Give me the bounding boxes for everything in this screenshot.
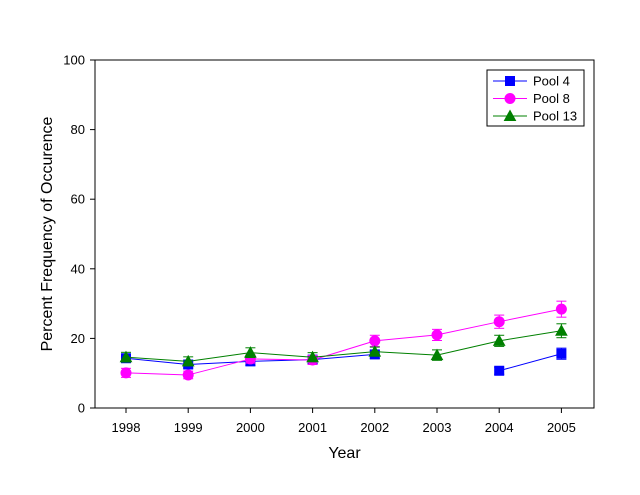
x-tick-label: 2004	[485, 420, 514, 435]
y-tick-label: 0	[78, 401, 85, 416]
data-point-pool-4	[494, 365, 505, 376]
series-line-pool-8	[188, 358, 251, 376]
x-tick-label: 2002	[360, 420, 389, 435]
series-line-pool-8	[374, 334, 438, 342]
series-line-pool-13	[312, 351, 375, 358]
x-axis: 1998 1999 2000 2001 2002 2003 2004 2005	[112, 408, 576, 435]
legend-marker-pool-8	[504, 93, 516, 104]
x-tick-label: 2003	[423, 420, 452, 435]
x-tick-label: 1999	[174, 420, 203, 435]
series-line-pool-4	[499, 353, 562, 372]
data-point-pool-8	[431, 329, 443, 341]
x-tick-label: 2005	[547, 420, 576, 435]
x-tick-label: 2000	[236, 420, 265, 435]
y-tick-label: 60	[71, 192, 85, 207]
series-line-pool-4	[312, 353, 375, 361]
series-line-pool-8	[250, 358, 313, 361]
data-point-pool-13	[244, 346, 257, 358]
y-tick-label: 80	[71, 122, 85, 137]
legend-label-pool-8: Pool 8	[533, 91, 570, 106]
legend-label-pool-13: Pool 13	[533, 109, 577, 124]
data-point-pool-13	[181, 354, 195, 367]
data-point-pool-13	[119, 350, 133, 363]
data-point-pool-8	[555, 303, 567, 315]
data-point-pool-8	[369, 335, 381, 347]
data-point-pool-13	[492, 334, 506, 346]
legend-marker-pool-13	[503, 109, 517, 121]
legend-label-pool-4: Pool 4	[533, 74, 570, 89]
x-tick-label: 1998	[112, 420, 141, 435]
series-line-pool-13	[374, 351, 438, 356]
series-line-pool-8	[499, 308, 562, 323]
series-line-pool-13	[250, 352, 313, 358]
series-line-pool-8	[312, 340, 375, 361]
legend-marker-pool-4	[505, 76, 515, 86]
data-point-pool-13	[306, 350, 319, 363]
data-point-pool-8	[182, 369, 194, 381]
series-line-pool-13	[125, 356, 189, 362]
y-axis: 0 20 40 60 80 100	[63, 53, 95, 416]
series-line-pool-13	[499, 330, 562, 342]
data-point-pool-13	[555, 324, 568, 336]
series-line-pool-13	[188, 352, 251, 362]
data-point-pool-4	[556, 348, 567, 359]
data-point-pool-8	[493, 316, 505, 328]
x-axis-title: Year	[328, 445, 361, 462]
series-line-pool-8	[436, 321, 500, 336]
plot-border	[94, 59, 595, 409]
data-point-pool-8	[120, 367, 132, 379]
y-axis-title: Percent Frequency of Occurence	[39, 117, 56, 352]
x-tick-label: 2001	[298, 420, 327, 435]
y-tick-label: 20	[71, 331, 85, 346]
data-point-pool-13	[368, 345, 382, 357]
series-line-pool-13	[436, 340, 500, 356]
series-layer	[119, 300, 568, 381]
y-tick-label: 100	[63, 53, 85, 68]
series-pool-13	[119, 323, 568, 367]
y-tick-label: 40	[71, 261, 85, 276]
series-line-pool-4	[125, 357, 189, 365]
legend: Pool 4 Pool 8 Pool 13	[486, 69, 585, 127]
plot-frame	[94, 59, 595, 409]
series-line-pool-8	[125, 372, 189, 376]
data-point-pool-13	[430, 348, 444, 361]
